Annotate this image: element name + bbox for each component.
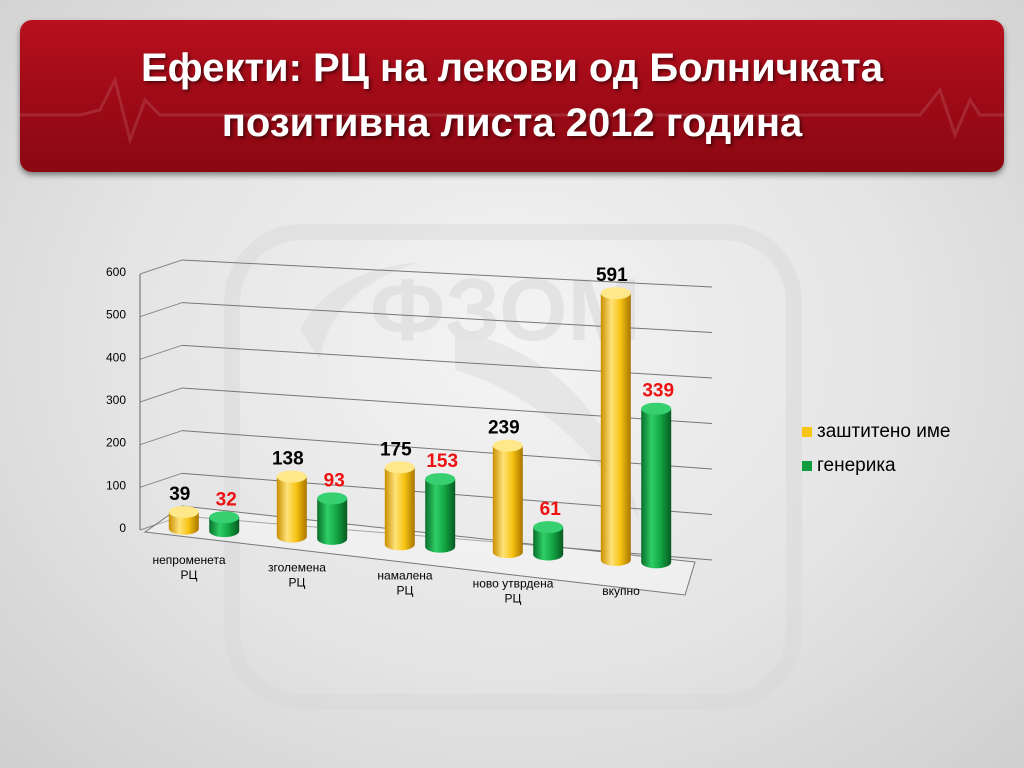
x-tick-label: РЦ bbox=[289, 576, 306, 590]
gridline-side bbox=[139, 472, 183, 488]
data-label-series-a: 175 bbox=[380, 439, 412, 460]
bar-series-a-2-top bbox=[384, 461, 415, 474]
y-tick-label: 500 bbox=[106, 308, 126, 322]
y-tick-label: 0 bbox=[119, 521, 126, 535]
bar-series-a-0-top bbox=[168, 506, 199, 519]
gridline bbox=[181, 259, 713, 288]
bar-series-a-4-body bbox=[600, 293, 631, 566]
bar-series-b-1-top bbox=[317, 492, 348, 505]
legend-swatch-series-a bbox=[802, 427, 812, 437]
bar-series-b-2-top bbox=[425, 473, 456, 486]
bar-series-b-3-top bbox=[533, 521, 564, 534]
legend-swatch-series-b bbox=[802, 461, 812, 471]
bar-series-b-0-top bbox=[209, 511, 240, 524]
y-tick-label: 600 bbox=[106, 265, 126, 279]
x-tick-label: намалена bbox=[377, 569, 433, 583]
bar-series-b-1 bbox=[317, 492, 348, 545]
bar-series-a-1 bbox=[276, 470, 307, 543]
bar-series-b-4 bbox=[641, 402, 672, 569]
x-tick-label: РЦ bbox=[397, 584, 414, 598]
title-line-1: Ефекти: РЦ на лекови од Болничката bbox=[141, 46, 883, 90]
bar-series-a-0-body bbox=[168, 512, 199, 535]
bar-series-a-3 bbox=[492, 439, 523, 559]
gridline-side bbox=[139, 344, 183, 360]
bar-series-b-4-top bbox=[641, 402, 672, 415]
bar-series-a-2 bbox=[384, 461, 415, 551]
gridline-side bbox=[139, 302, 183, 318]
bar-series-a-3-body bbox=[492, 445, 523, 559]
data-label-series-b: 339 bbox=[642, 381, 674, 402]
data-label-series-a: 138 bbox=[272, 449, 304, 470]
gridline bbox=[181, 387, 713, 424]
y-tick-label: 100 bbox=[106, 478, 126, 492]
bar-series-a-1-top bbox=[276, 470, 307, 483]
ecg-line-decoration bbox=[20, 75, 1004, 146]
legend-item-series-a: заштитено име bbox=[802, 415, 950, 449]
slide-title: Ефекти: РЦ на лекови од Болничката позит… bbox=[20, 20, 1004, 172]
gridline-side bbox=[139, 387, 183, 403]
data-label-series-b: 153 bbox=[426, 451, 458, 472]
data-label-series-b: 93 bbox=[324, 470, 345, 491]
bar-series-a-4-top bbox=[600, 287, 631, 300]
bar-series-a-0 bbox=[168, 506, 199, 535]
data-label-series-a: 39 bbox=[169, 484, 190, 505]
x-tick-label: РЦ bbox=[505, 591, 522, 605]
data-label-series-a: 239 bbox=[488, 418, 520, 439]
x-tick-label: вкупно bbox=[602, 584, 640, 598]
y-tick-label: 200 bbox=[106, 436, 126, 450]
gridline-side bbox=[139, 430, 183, 446]
legend: заштитено име генерика bbox=[802, 415, 950, 483]
bar-series-b-3-body bbox=[533, 527, 564, 561]
data-labels: 39 32 138 93 175 153 239 61 591 339 bbox=[169, 265, 674, 520]
title-line-2: позитивна листа 2012 година bbox=[221, 101, 803, 145]
bar-series-b-2-body bbox=[425, 479, 456, 553]
chart-bars bbox=[168, 287, 672, 569]
bar-series-a-1-body bbox=[276, 476, 307, 543]
y-tick-label: 400 bbox=[106, 350, 126, 364]
bar-series-b-0 bbox=[209, 511, 240, 538]
title-banner: Ефекти: РЦ на лекови од Болничката позит… bbox=[20, 20, 1004, 172]
y-tick-label: 300 bbox=[106, 393, 126, 407]
y-axis: 0 100 200 300 400 500 600 bbox=[106, 265, 141, 535]
bar-series-b-2 bbox=[425, 473, 456, 553]
x-tick-label: РЦ bbox=[181, 568, 198, 582]
data-label-series-a: 591 bbox=[596, 265, 628, 286]
bar-series-b-1-body bbox=[317, 498, 348, 545]
data-label-series-b: 32 bbox=[216, 489, 237, 510]
data-label-series-b: 61 bbox=[540, 499, 562, 520]
x-tick-label: ново утврдена bbox=[473, 576, 554, 590]
gridline-side bbox=[139, 259, 183, 275]
legend-label-series-b: генерика bbox=[817, 455, 896, 476]
bar-series-b-4-body bbox=[641, 408, 672, 569]
legend-label-series-a: заштитено име bbox=[817, 421, 951, 442]
x-tick-label: зголемена bbox=[268, 561, 326, 575]
bar-series-b-3 bbox=[533, 521, 564, 561]
watermark: ФЗОМ bbox=[224, 224, 802, 710]
bar-series-a-2-body bbox=[384, 467, 415, 551]
bar-series-a-3-top bbox=[492, 439, 523, 452]
bar-series-a-4 bbox=[600, 287, 631, 566]
x-tick-label: непроменета bbox=[152, 553, 225, 567]
legend-item-series-b: генерика bbox=[802, 449, 950, 483]
